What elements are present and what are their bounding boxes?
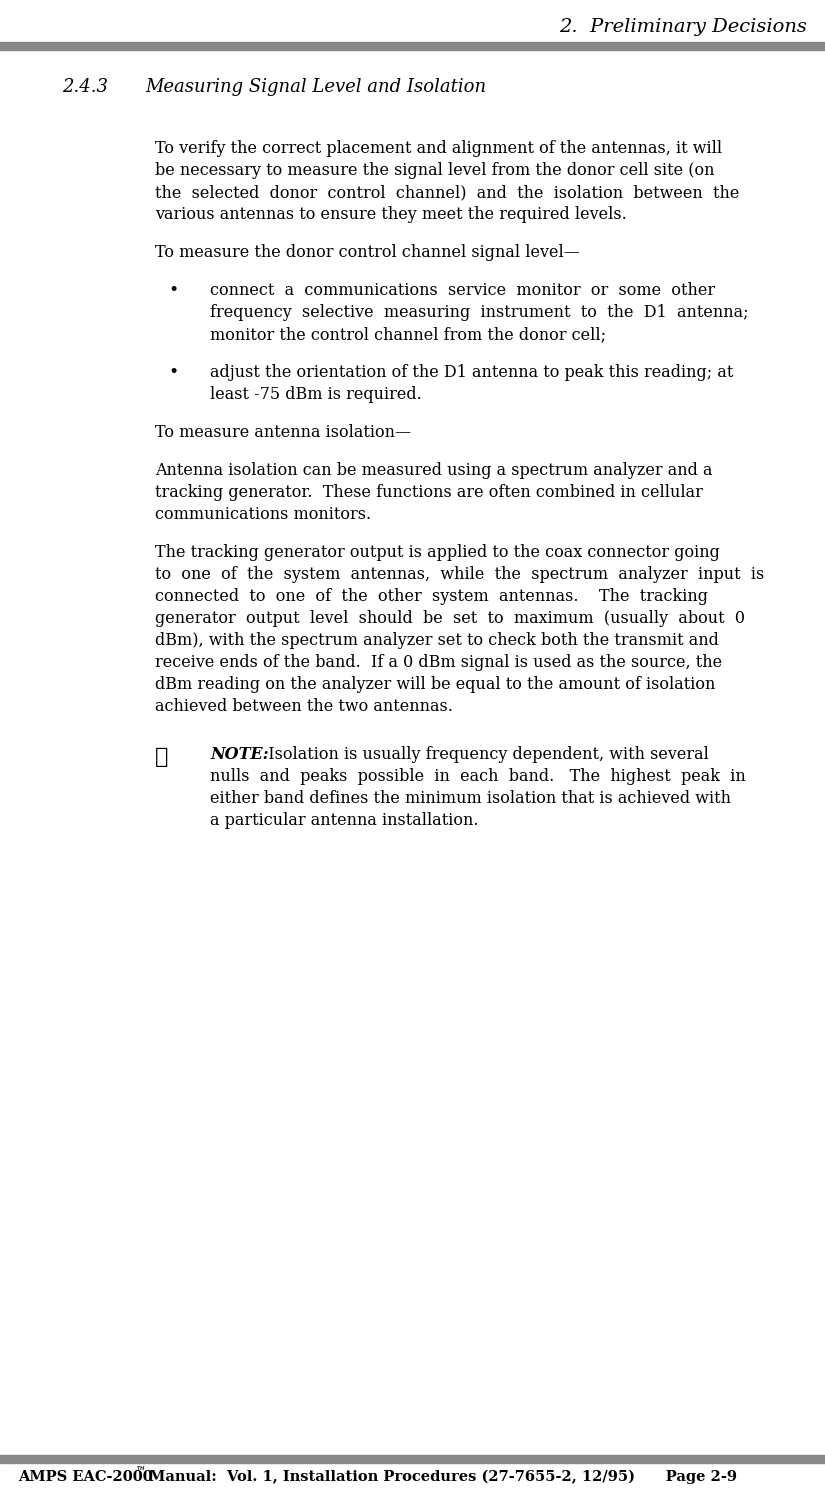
Text: to  one  of  the  system  antennas,  while  the  spectrum  analyzer  input  is: to one of the system antennas, while the… xyxy=(155,566,764,583)
Text: Manual:  Vol. 1, Installation Procedures (27-7655-2, 12/95)      Page 2-9: Manual: Vol. 1, Installation Procedures … xyxy=(144,1470,737,1485)
Text: AMPS EAC-2000: AMPS EAC-2000 xyxy=(18,1470,153,1485)
Text: the  selected  donor  control  channel)  and  the  isolation  between  the: the selected donor control channel) and … xyxy=(155,184,739,201)
Text: Isolation is usually frequency dependent, with several: Isolation is usually frequency dependent… xyxy=(258,746,709,762)
Text: various antennas to ensure they meet the required levels.: various antennas to ensure they meet the… xyxy=(155,207,627,223)
Bar xyxy=(0,42,825,49)
Text: To measure the donor control channel signal level—: To measure the donor control channel sig… xyxy=(155,244,580,261)
Text: nulls  and  peaks  possible  in  each  band.   The  highest  peak  in: nulls and peaks possible in each band. T… xyxy=(210,768,746,785)
Text: Measuring Signal Level and Isolation: Measuring Signal Level and Isolation xyxy=(145,78,486,96)
Text: connected  to  one  of  the  other  system  antennas.    The  tracking: connected to one of the other system ant… xyxy=(155,589,708,605)
Text: adjust the orientation of the D1 antenna to peak this reading; at: adjust the orientation of the D1 antenna… xyxy=(210,364,733,380)
Bar xyxy=(0,1455,825,1464)
Text: 2.4.3: 2.4.3 xyxy=(62,78,108,96)
Text: frequency  selective  measuring  instrument  to  the  D1  antenna;: frequency selective measuring instrument… xyxy=(210,304,748,321)
Text: least -75 dBm is required.: least -75 dBm is required. xyxy=(210,386,422,403)
Text: •: • xyxy=(168,282,178,300)
Text: ™: ™ xyxy=(136,1467,146,1476)
Text: communications monitors.: communications monitors. xyxy=(155,506,371,523)
Text: receive ends of the band.  If a 0 dBm signal is used as the source, the: receive ends of the band. If a 0 dBm sig… xyxy=(155,655,722,671)
Text: dBm), with the spectrum analyzer set to check both the transmit and: dBm), with the spectrum analyzer set to … xyxy=(155,632,719,649)
Text: be necessary to measure the signal level from the donor cell site (on: be necessary to measure the signal level… xyxy=(155,162,714,178)
Text: To measure antenna isolation—: To measure antenna isolation— xyxy=(155,424,411,440)
Text: tracking generator.  These functions are often combined in cellular: tracking generator. These functions are … xyxy=(155,484,703,500)
Text: either band defines the minimum isolation that is achieved with: either band defines the minimum isolatio… xyxy=(210,789,731,807)
Text: ☞: ☞ xyxy=(155,746,168,768)
Text: The tracking generator output is applied to the coax connector going: The tracking generator output is applied… xyxy=(155,544,720,560)
Text: connect  a  communications  service  monitor  or  some  other: connect a communications service monitor… xyxy=(210,282,715,300)
Text: achieved between the two antennas.: achieved between the two antennas. xyxy=(155,698,453,715)
Text: To verify the correct placement and alignment of the antennas, it will: To verify the correct placement and alig… xyxy=(155,139,722,157)
Text: •: • xyxy=(168,364,178,380)
Text: dBm reading on the analyzer will be equal to the amount of isolation: dBm reading on the analyzer will be equa… xyxy=(155,676,715,694)
Text: generator  output  level  should  be  set  to  maximum  (usually  about  0: generator output level should be set to … xyxy=(155,610,745,628)
Text: a particular antenna installation.: a particular antenna installation. xyxy=(210,812,478,828)
Text: monitor the control channel from the donor cell;: monitor the control channel from the don… xyxy=(210,327,606,343)
Text: NOTE:: NOTE: xyxy=(210,746,269,762)
Text: 2.  Preliminary Decisions: 2. Preliminary Decisions xyxy=(559,18,807,36)
Text: Antenna isolation can be measured using a spectrum analyzer and a: Antenna isolation can be measured using … xyxy=(155,461,713,479)
